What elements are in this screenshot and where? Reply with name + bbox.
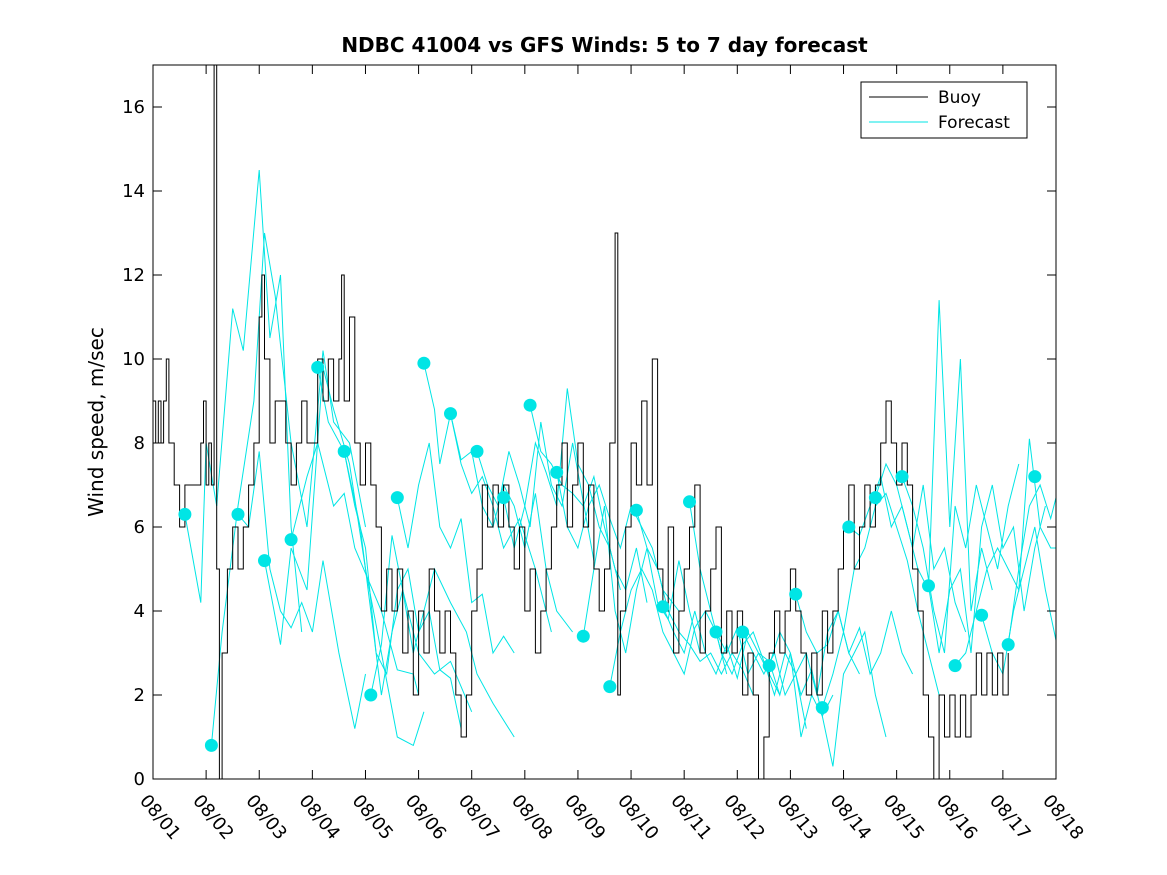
forecast-line-27: [874, 300, 993, 612]
forecast-marker-26: [842, 520, 856, 534]
forecast-marker-25: [815, 701, 829, 715]
y-axis: 0 2 4 6 8 10 12 14 16: [122, 97, 1056, 790]
forecast-marker-29: [922, 579, 935, 593]
forecast-marker-4: [258, 554, 271, 568]
y-tick-label: 4: [134, 601, 145, 622]
forecast-marker-2: [204, 738, 218, 752]
forecast-marker-7: [337, 444, 351, 458]
y-tick-label: 14: [122, 181, 145, 202]
buoy-series-group: [153, 64, 1009, 780]
y-tick-label: 2: [134, 685, 145, 706]
forecast-marker-6: [311, 360, 325, 374]
forecast-line-1: [184, 169, 303, 633]
forecast-marker-32: [1001, 638, 1015, 652]
x-tick-label: 08/05: [348, 791, 397, 844]
forecast-marker-10: [417, 356, 431, 370]
forecast-marker-33: [1028, 470, 1042, 484]
x-tick-label: 08/10: [613, 791, 662, 844]
forecast-marker-8: [364, 688, 378, 702]
forecast-marker-11: [444, 407, 457, 421]
forecast-marker-31: [975, 608, 989, 622]
forecast-marker-3: [231, 507, 245, 521]
x-tick-label: 08/07: [454, 791, 503, 844]
legend: Buoy Forecast: [860, 81, 1028, 139]
forecast-marker-20: [683, 495, 696, 509]
x-tick-label: 08/04: [295, 791, 344, 844]
buoy-line: [153, 64, 1009, 780]
forecast-marker-30: [948, 659, 962, 673]
x-tick-label: 08/06: [401, 791, 450, 844]
forecast-line-5: [290, 441, 420, 696]
plot-frame: [152, 64, 1057, 780]
y-tick-label: 8: [134, 433, 145, 454]
forecast-markers-group: [178, 356, 1042, 752]
forecast-marker-18: [629, 503, 643, 517]
x-tick-label: 08/02: [188, 791, 237, 844]
forecast-marker-28: [895, 470, 909, 484]
x-tick-label: 08/12: [719, 791, 768, 844]
x-tick-label: 08/03: [241, 791, 290, 844]
x-tick-label: 08/16: [932, 791, 981, 844]
forecast-line-30: [954, 438, 1056, 666]
x-tick-label: 08/14: [826, 791, 875, 844]
forecast-line-19: [662, 606, 781, 696]
forecast-marker-27: [868, 491, 882, 505]
legend-buoy-label: Buoy: [938, 88, 981, 108]
forecast-line-15: [556, 472, 680, 612]
forecast-marker-5: [284, 533, 298, 547]
forecast-marker-24: [789, 587, 803, 601]
forecast-marker-15: [550, 465, 564, 479]
forecast-line-24: [795, 594, 914, 676]
forecast-line-20: [689, 501, 807, 729]
chart-title: NDBC 41004 vs GFS Winds: 5 to 7 day fore…: [341, 33, 868, 57]
forecast-marker-14: [523, 398, 537, 412]
forecast-marker-23: [762, 659, 776, 673]
forecast-line-21: [715, 626, 834, 718]
forecast-line-31: [981, 526, 1057, 676]
x-tick-label: 08/08: [507, 791, 556, 844]
forecast-marker-9: [390, 491, 404, 505]
forecast-line-23: [768, 630, 887, 767]
forecast-marker-13: [497, 491, 511, 505]
x-tick-label: 08/01: [135, 791, 184, 844]
forecast-line-9: [396, 442, 515, 655]
forecast-marker-1: [178, 507, 192, 521]
forecast-line-3: [237, 451, 366, 729]
y-tick-label: 10: [122, 349, 145, 370]
x-tick-label: 08/13: [773, 791, 822, 844]
legend-box: [860, 81, 1028, 139]
forecast-line-29: [928, 484, 1046, 654]
forecast-marker-17: [603, 680, 617, 694]
forecast-line-12: [476, 421, 595, 561]
forecast-line-4: [264, 367, 425, 747]
x-tick-label: 08/15: [879, 791, 928, 844]
y-tick-label: 0: [134, 769, 145, 790]
y-tick-label: 16: [122, 97, 145, 118]
y-tick-label: 6: [134, 517, 145, 538]
forecast-line-32: [1007, 483, 1057, 645]
forecast-marker-16: [576, 629, 590, 643]
x-tick-label: 08/11: [666, 791, 715, 844]
forecast-line-28: [901, 463, 1020, 654]
forecast-marker-12: [470, 444, 484, 458]
x-tick-label: 08/17: [985, 791, 1034, 844]
x-tick-label: 08/18: [1038, 791, 1087, 844]
forecast-marker-22: [736, 625, 750, 639]
y-axis-label: Wind speed, m/sec: [84, 327, 108, 517]
y-tick-label: 12: [122, 265, 145, 286]
x-tick-label: 08/09: [560, 791, 609, 844]
forecast-marker-21: [709, 625, 723, 639]
forecast-marker-19: [656, 600, 670, 614]
forecast-line-17: [609, 567, 728, 687]
forecast-line-18: [635, 510, 754, 696]
legend-forecast-label: Forecast: [938, 113, 1010, 133]
